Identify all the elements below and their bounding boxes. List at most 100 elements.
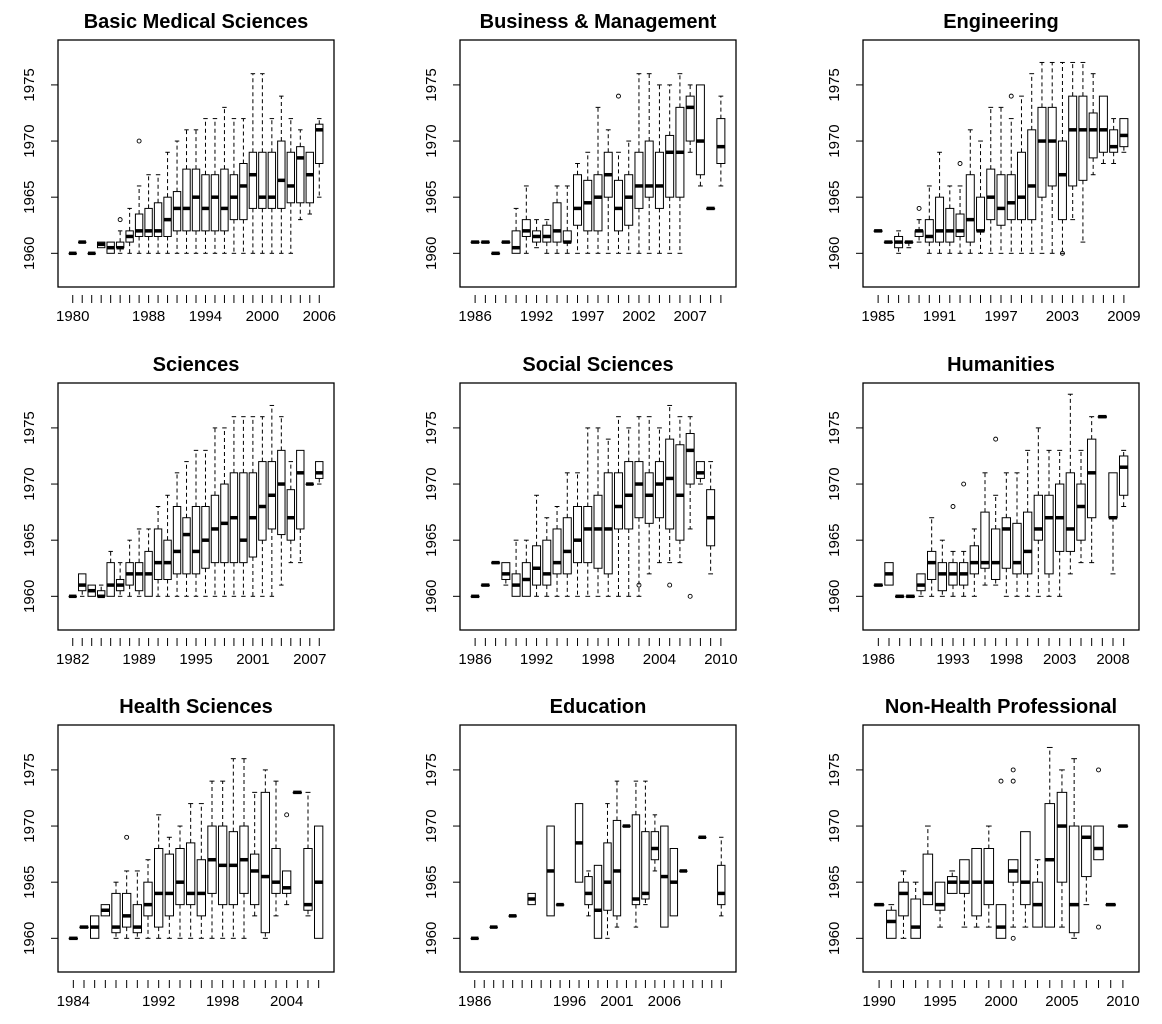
y-tick-label: 1975: [21, 753, 38, 786]
box: [593, 864, 603, 939]
outlier-point: [1010, 767, 1016, 773]
box: [164, 836, 174, 939]
box: [945, 185, 955, 254]
box: [182, 129, 191, 254]
iqr-box: [201, 506, 210, 569]
box: [983, 825, 995, 928]
box: [996, 106, 1006, 254]
box: [644, 416, 654, 575]
box: [271, 780, 281, 917]
plot-frame: [57, 39, 335, 288]
box: [172, 472, 182, 597]
iqr-box: [258, 151, 267, 209]
box: [78, 240, 87, 244]
iqr-box: [1093, 825, 1104, 861]
y-tick-label: 1975: [423, 753, 440, 786]
iqr-box: [134, 562, 144, 592]
box: [593, 427, 603, 597]
chart-panel: Business & Management 1960 1965 1970 1975 198…: [423, 11, 737, 325]
outlier-point: [636, 582, 642, 588]
box: [1119, 118, 1129, 153]
plot-frame: [862, 724, 1140, 973]
iqr-box: [644, 472, 654, 524]
iqr-box: [191, 168, 201, 232]
iqr-box: [613, 179, 623, 232]
x-tick-label: 2006: [303, 308, 336, 325]
y-tick-label: 1975: [826, 411, 843, 444]
box: [153, 174, 163, 254]
box: [144, 174, 153, 254]
box: [228, 758, 238, 939]
x-tick-label: 1980: [56, 308, 89, 325]
iqr-box: [983, 848, 995, 906]
x-tick-label: 2007: [293, 651, 326, 668]
y-tick-label: 1960: [826, 237, 843, 270]
x-tick-label: 2005: [1045, 993, 1078, 1010]
y-tick-label: 1960: [423, 922, 440, 955]
box: [706, 461, 716, 575]
outlier-point: [687, 593, 693, 599]
box: [542, 219, 552, 254]
box: [267, 118, 277, 254]
y-tick-label: 1960: [423, 237, 440, 270]
x-tick-label: 1993: [936, 651, 969, 668]
box: [622, 824, 631, 828]
iqr-box: [277, 140, 286, 209]
x-tick-label: 2006: [648, 993, 681, 1010]
iqr-box: [945, 207, 955, 243]
chart-panel: Humanities 1960 1965 1970 1975 1986 1993 1998 20…: [826, 354, 1140, 668]
box: [182, 461, 191, 597]
box: [634, 416, 644, 597]
iqr-box: [603, 842, 612, 911]
iqr-box: [612, 819, 622, 917]
box: [685, 84, 695, 153]
iqr-box: [1044, 494, 1054, 575]
box: [914, 205, 924, 243]
box: [593, 106, 603, 254]
box: [883, 240, 893, 244]
iqr-box: [78, 573, 87, 592]
iqr-box: [1081, 825, 1092, 878]
box: [873, 229, 883, 233]
iqr-box: [650, 831, 660, 861]
iqr-box: [946, 876, 958, 894]
box: [927, 517, 937, 597]
box: [210, 118, 220, 254]
box: [573, 472, 583, 597]
iqr-box: [996, 174, 1006, 226]
iqr-box: [106, 562, 115, 597]
iqr-box: [624, 174, 634, 226]
iqr-box: [182, 168, 191, 232]
box: [144, 528, 153, 597]
box: [986, 106, 996, 254]
iqr-box: [976, 196, 986, 232]
box: [1023, 449, 1033, 597]
iqr-box: [122, 892, 132, 928]
x-tick-label: 2010: [704, 651, 737, 668]
outlier-point: [1059, 250, 1065, 256]
iqr-box: [937, 562, 947, 592]
y-tick-label: 1970: [826, 124, 843, 157]
box: [905, 594, 915, 599]
box: [1119, 449, 1129, 507]
x-tick-label: 2000: [246, 308, 279, 325]
x-tick-label: 2009: [1107, 308, 1140, 325]
x-tick-label: 2003: [1043, 651, 1076, 668]
iqr-box: [132, 904, 142, 934]
box: [969, 528, 979, 597]
iqr-box: [1037, 106, 1047, 198]
box: [218, 780, 228, 939]
iqr-box: [239, 163, 248, 221]
box: [1098, 95, 1108, 164]
box: [562, 185, 572, 254]
y-tick-label: 1970: [423, 124, 440, 157]
box: [292, 790, 302, 795]
y-tick-label: 1975: [423, 411, 440, 444]
box: [873, 902, 885, 907]
x-tick-label: 2004: [643, 651, 676, 668]
outlier-point: [667, 582, 673, 588]
x-tick-label: 2001: [236, 651, 269, 668]
box: [277, 416, 286, 586]
box: [1055, 449, 1065, 597]
box: [644, 73, 654, 254]
